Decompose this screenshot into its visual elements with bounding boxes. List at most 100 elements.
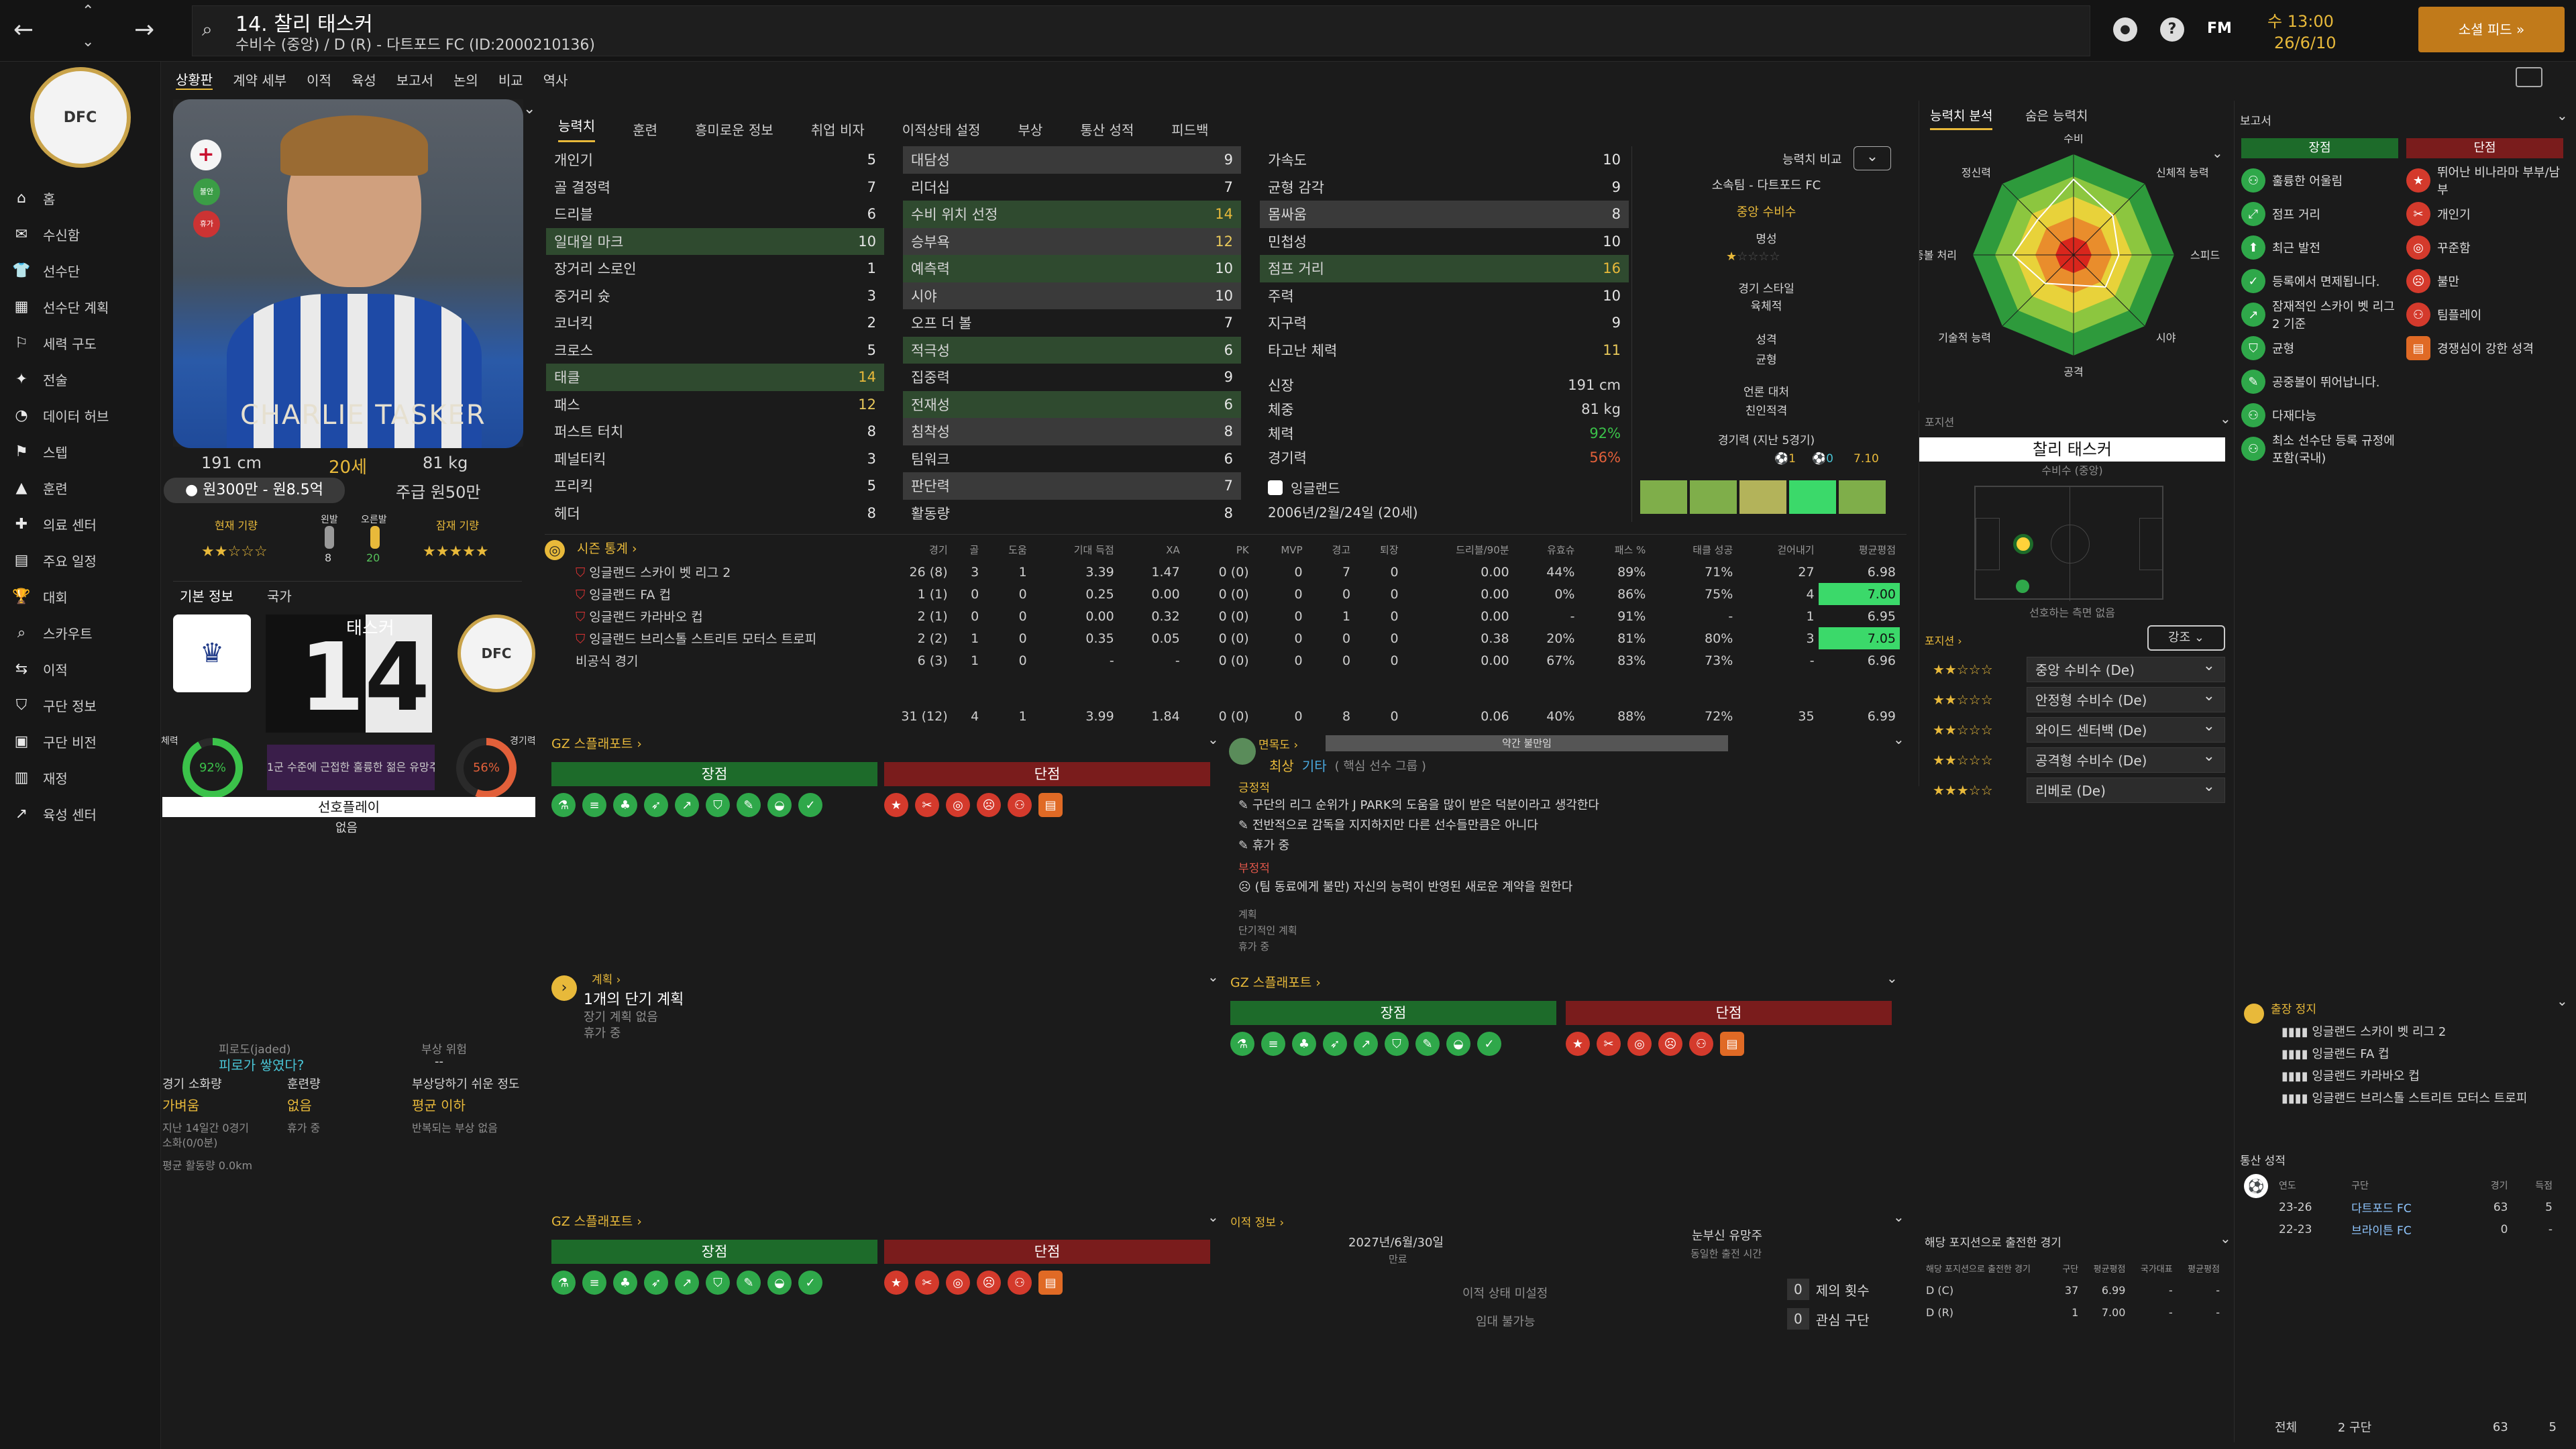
stats-header-cell[interactable]: 패스 % [1614,544,1646,556]
collapse-scout-2-icon[interactable]: ⌄ [1886,970,1898,986]
attribute-row[interactable]: 수비 위치 선정 14 [903,201,1241,228]
subnav-overview[interactable]: 상황판 [176,69,213,90]
attribute-row[interactable]: 오프 더 볼 7 [903,309,1241,337]
stats-header-cell[interactable]: 드리블/90분 [1456,544,1509,556]
interest-label[interactable]: 관심 구단 [1815,1311,1870,1328]
tab-attributes[interactable]: 능력치 [558,115,596,142]
transfer-title[interactable]: 이적 정보 › [1230,1216,1285,1230]
suspension-item[interactable]: ▮▮▮▮ 잉글랜드 FA 컵 [2282,1043,2527,1065]
trend-icon[interactable]: ↗ [675,1271,699,1295]
document-icon[interactable]: ▤ [1720,1032,1744,1056]
attribute-row[interactable]: 팀워크 6 [903,445,1241,473]
attribute-row[interactable]: 침착성 8 [903,418,1241,445]
attribute-row[interactable]: 예측력 10 [903,255,1241,282]
attribute-row[interactable]: 민첩성 10 [1260,228,1629,256]
shield-icon[interactable]: ⛉ [706,793,730,817]
nav-down-icon[interactable]: ⌄ [82,34,95,50]
stats-header-cell[interactable]: PK [1236,543,1249,556]
suspension-item[interactable]: ▮▮▮▮ 잉글랜드 스카이 벳 리그 2 [2282,1021,2527,1043]
stats-header-cell[interactable]: 평균평점 [1858,544,1896,556]
attribute-row[interactable]: 대담성 9 [903,146,1241,174]
form-bar[interactable] [1789,480,1836,514]
report-weakness[interactable]: ◎ 꾸준함 [2406,231,2567,264]
nav-item-tactics[interactable]: ⚐ 세력 구도 [0,325,160,361]
attribute-row[interactable]: 시야 10 [903,282,1241,309]
nav-item-club-vision[interactable]: ▣ 구단 비전 [0,723,160,759]
suspension-item[interactable]: ▮▮▮▮ 잉글랜드 카라바오 컵 [2282,1065,2527,1087]
club-crest[interactable]: DFC [30,67,131,168]
sad-face-icon[interactable]: ☹ [1658,1032,1682,1056]
stats-row[interactable]: ⛉ 잉글랜드 브리스톨 스트리트 모터스 트로피 2 (2) 1 0 0.35 0.05 0… [572,627,1900,649]
run-icon[interactable]: ➶ [644,793,668,817]
report-strength[interactable]: ⤢ 점프 거리 [2241,197,2402,231]
subnav-reports[interactable]: 보고서 [396,72,433,89]
attribute-row[interactable]: 전재성 6 [903,390,1241,418]
collapse-suspension-icon[interactable]: ⌄ [2557,993,2568,1009]
run-icon[interactable]: ➶ [644,1271,668,1295]
attribute-row[interactable]: 활동량 8 [903,500,1241,527]
club-crest-small[interactable]: DFC [458,614,535,692]
shield-icon[interactable]: ⛉ [706,1271,730,1295]
attribute-row[interactable]: 중거리 슛 3 [546,282,884,310]
career-row[interactable]: 23-26 다트포드 FC 63 5 [2275,1196,2557,1218]
report-weakness[interactable]: ★ 뛰어난 비나라마 부부/남부 [2406,164,2567,197]
collapse-plans-icon[interactable]: ⌄ [1208,969,1219,985]
holiday-badge[interactable]: 휴가 [193,211,220,237]
search-bar[interactable]: ⌕ 14. 찰리 태스커 수비수 (중앙) / D (R) - 다트포드 FC … [192,5,2090,56]
position-dot-dc[interactable] [2013,534,2033,554]
boots-icon[interactable]: ◒ [1446,1032,1470,1056]
role-select[interactable]: 리베로 (De) [2027,774,2225,803]
nav-item-home[interactable]: ⌂ 홈 [0,180,160,216]
stripes-icon[interactable]: ≡ [1261,1032,1285,1056]
scout-report-title-1[interactable]: GZ 스플래포트 › [551,737,642,751]
attribute-row[interactable]: 패스 12 [546,391,884,419]
subnav-history[interactable]: 역사 [543,72,568,89]
wrench-icon[interactable]: ✂ [915,793,939,817]
collapse-analysis-icon[interactable]: ⌄ [2212,145,2223,161]
wrench-icon[interactable]: ✂ [1597,1032,1621,1056]
attribute-row[interactable]: 페널티킥 3 [546,445,884,473]
stats-header-cell[interactable]: 걷어내기 [1777,544,1815,556]
stats-row[interactable]: 비공식 경기 6 (3) 1 0 - - 0 (0) 0 0 0 0.00 67% 83% 73% - 6.9… [572,649,1900,672]
checklist-icon[interactable]: ✓ [798,793,822,817]
stats-row[interactable]: ⛉ 잉글랜드 FA 컵 1 (1) 0 0 0.25 0.00 0 (0) 0 0 0 0.00 0%… [572,583,1900,605]
attribute-row[interactable]: 균형 감각 9 [1260,174,1629,201]
boots-icon[interactable]: ◒ [767,1271,792,1295]
report-weakness[interactable]: ☹ 불만 [2406,264,2567,298]
stats-header-cell[interactable]: 경기 [929,544,948,556]
team-icon[interactable]: ⚇ [1008,793,1032,817]
collapse-icon[interactable]: ⌄ [523,101,536,117]
highlight-dropdown[interactable]: 강조 ⌄ [2147,625,2225,651]
nav-item-data-hub[interactable]: ◔ 데이터 허브 [0,397,160,433]
target-icon[interactable]: ◎ [1627,1032,1652,1056]
attribute-row[interactable]: 지구력 9 [1260,309,1629,337]
nav-item-inbox[interactable]: ✉ 수신함 [0,216,160,252]
stripes-icon[interactable]: ≡ [582,793,606,817]
star-icon[interactable]: ★ [884,793,908,817]
tab-injury[interactable]: 부상 [1018,121,1043,138]
nav-item-transfer[interactable]: ⇆ 이적 [0,651,160,687]
form-bar[interactable] [1640,480,1687,514]
form-bar[interactable] [1690,480,1737,514]
attribute-row[interactable]: 몸싸움 8 [1260,201,1629,228]
pen-icon[interactable]: ✎ [737,1271,761,1295]
nav-item-training[interactable]: ▲ 훈련 [0,470,160,506]
form-bar[interactable] [1839,480,1886,514]
scout-report-title-2[interactable]: GZ 스플래포트 › [1230,975,1321,990]
tab-interesting-info[interactable]: 흥미로운 정보 [695,121,773,138]
tab-ability-analysis[interactable]: 능력치 분석 [1930,106,1993,130]
nav-item-scouting[interactable]: ⌕ 스카우트 [0,614,160,651]
sad-face-icon[interactable]: ☹ [977,793,1001,817]
attribute-row[interactable]: 타고난 체력 11 [1260,337,1629,364]
boots-icon[interactable]: ◒ [767,793,792,817]
report-strength[interactable]: ✓ 등록에서 면제됩니다. [2241,264,2402,298]
comparison-dropdown[interactable]: ⌄ [1854,146,1891,170]
attribute-row[interactable]: 크로스 5 [546,337,884,364]
report-strength[interactable]: ✎ 공중볼이 뛰어납니다. [2241,365,2402,398]
star-icon[interactable]: ★ [884,1271,908,1295]
nav-item-squad[interactable]: 👕 선수단 [0,252,160,288]
nationality[interactable]: 잉글랜드 [1291,480,1340,496]
scout-report-title-3[interactable]: GZ 스플래포트 › [551,1214,642,1229]
stats-header-cell[interactable]: 도움 [1008,544,1027,556]
layout-icon[interactable] [2516,67,2542,87]
